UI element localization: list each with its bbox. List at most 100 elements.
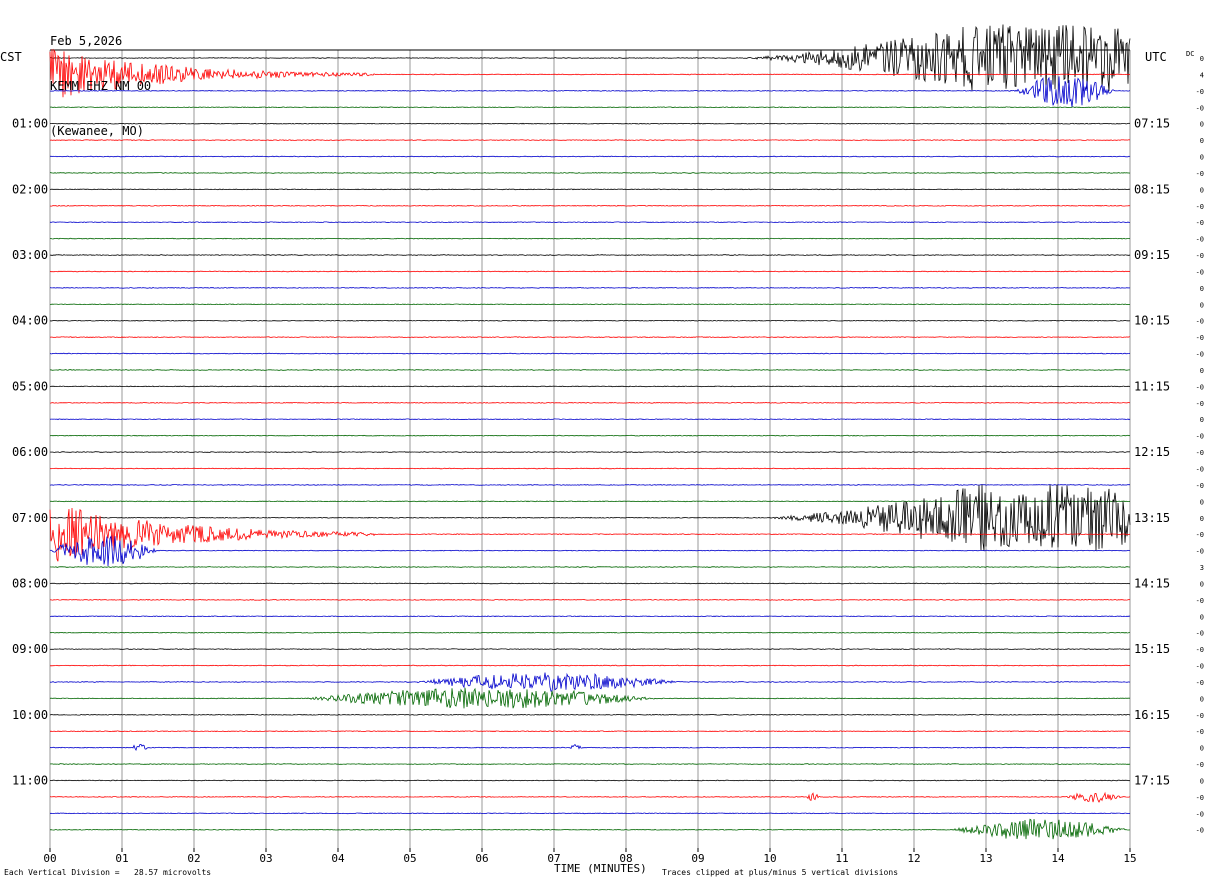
left-time-labels: 01:00 02:00 03:00 04:00 05:00 06:00 07:00 08:00… (12, 117, 48, 788)
right-hour-label: 11:15 (1134, 379, 1170, 393)
trace-row-36 (49, 648, 1131, 650)
dc-offset-value: -0 (1196, 548, 1204, 556)
header-block: Feb 5,2026 KEMM EHZ NM 00 (Kewanee, MO) (50, 4, 151, 154)
dc-offset-value: 0 (1200, 613, 1204, 621)
dc-offset-value: 0 (1200, 186, 1204, 194)
right-hour-label: 15:15 (1134, 642, 1170, 656)
seismic-traces (49, 24, 1131, 840)
right-hour-label: 12:15 (1134, 445, 1170, 459)
trace-row-12 (49, 254, 1131, 256)
x-tick-label: 11 (835, 852, 848, 865)
dc-offset-value: -0 (1196, 88, 1204, 96)
dc-offset-value: 0 (1200, 777, 1204, 785)
dc-offset-value: -0 (1196, 810, 1204, 818)
right-time-labels: 07:15 08:15 09:15 10:15 11:15 12:15 13:15 14:15… (1134, 117, 1170, 788)
left-hour-label: 09:00 (12, 642, 48, 656)
trace-row-9 (49, 204, 1131, 207)
dc-offset-value: -0 (1196, 449, 1204, 457)
right-hour-label: 09:15 (1134, 248, 1170, 262)
left-hour-label: 10:00 (12, 708, 48, 722)
dc-offset-value: 0 (1200, 695, 1204, 703)
trace-row-30 (49, 535, 1131, 567)
right-hour-label: 17:15 (1134, 773, 1170, 787)
trace-row-14 (49, 287, 1131, 289)
dc-offset-value: -0 (1196, 170, 1204, 178)
trace-row-22 (49, 418, 1131, 421)
dc-offset-value: 0 (1200, 137, 1204, 145)
trace-row-25 (50, 467, 1131, 470)
left-hour-label: 11:00 (12, 773, 48, 787)
trace-row-41 (49, 730, 1130, 733)
dc-offset-column: 0 4 -0 -0 0 0 0 -0 0 -0 -0 -0 -0 -0 0 0 -0 -0 -0 0 -0 -0 0 -0 -0… (1196, 55, 1204, 835)
dc-offset-value: -0 (1196, 383, 1204, 391)
dc-offset-value: 0 (1200, 301, 1204, 309)
trace-row-21 (49, 402, 1131, 404)
trace-row-34 (50, 615, 1131, 618)
x-tick-label: 07 (547, 852, 560, 865)
right-hour-label: 14:15 (1134, 576, 1170, 590)
header-station: KEMM EHZ NM 00 (50, 79, 152, 93)
clip-note: Traces clipped at plus/minus 5 vertical … (662, 868, 899, 877)
dc-offset-value: -0 (1196, 531, 1204, 539)
trace-row-23 (50, 434, 1131, 437)
dc-offset-value: 3 (1200, 564, 1204, 572)
dc-offset-value: -0 (1196, 318, 1204, 326)
dc-offset-value: -0 (1196, 334, 1204, 342)
x-tick-label: 05 (403, 852, 416, 865)
x-axis-label: TIME (MINUTES) (554, 862, 647, 875)
dc-offset-value: -0 (1196, 236, 1204, 244)
right-hour-label: 07:15 (1134, 117, 1170, 131)
x-tick-label: 03 (259, 852, 272, 865)
left-hour-label: 06:00 (12, 445, 48, 459)
trace-row-5 (49, 139, 1131, 141)
trace-row-31 (49, 566, 1131, 568)
trace-row-13 (49, 270, 1131, 273)
dc-offset-value: -0 (1196, 597, 1204, 605)
left-hour-label: 02:00 (12, 182, 48, 196)
dc-offset-value: -0 (1196, 203, 1204, 211)
trace-row-6 (49, 155, 1131, 158)
x-axis-ticks: 00 01 02 03 04 05 06 07 08 09 10 11 12 13 14 15 (43, 848, 1137, 865)
right-hour-label: 16:15 (1134, 708, 1170, 722)
dc-offset-value: -0 (1196, 827, 1204, 835)
x-tick-label: 06 (475, 852, 488, 865)
dc-offset-value: -0 (1196, 712, 1204, 720)
trace-row-4 (49, 122, 1131, 125)
dc-offset-value: -0 (1196, 400, 1204, 408)
dc-offset-value: 0 (1200, 154, 1204, 162)
dc-offset-value: 0 (1200, 515, 1204, 523)
dc-offset-value: 0 (1200, 580, 1204, 588)
trace-row-8 (49, 188, 1131, 191)
x-tick-label: 01 (115, 852, 128, 865)
left-hour-label: 08:00 (12, 576, 48, 590)
trace-row-39 (49, 687, 1131, 709)
trace-row-10 (49, 221, 1131, 223)
trace-row-1 (49, 48, 1131, 98)
x-tick-label: 00 (43, 852, 56, 865)
left-timezone-label: CST (0, 50, 22, 64)
x-tick-label: 04 (331, 852, 345, 865)
trace-row-19 (49, 369, 1130, 371)
dc-offset-value: 0 (1200, 285, 1204, 293)
dc-offset-value: -0 (1196, 482, 1204, 490)
dc-header: DC (1186, 50, 1195, 58)
x-tick-label: 15 (1123, 852, 1136, 865)
dc-offset-value: -0 (1196, 219, 1204, 227)
trace-row-32 (49, 582, 1130, 585)
right-hour-label: 10:15 (1134, 314, 1170, 328)
x-tick-label: 09 (691, 852, 704, 865)
trace-row-24 (49, 451, 1131, 453)
left-hour-label: 04:00 (12, 314, 48, 328)
trace-row-45 (49, 791, 1131, 803)
trace-row-15 (49, 303, 1131, 306)
trace-row-16 (49, 319, 1131, 322)
scale-note: Each Vertical Division = 28.57 microvolt… (4, 868, 212, 877)
trace-row-44 (49, 779, 1131, 782)
dc-offset-value: -0 (1196, 794, 1204, 802)
dc-offset-value: -0 (1196, 433, 1204, 441)
trace-row-26 (49, 484, 1131, 486)
left-hour-label: 01:00 (12, 117, 48, 131)
x-tick-label: 13 (979, 852, 992, 865)
left-hour-label: 03:00 (12, 248, 48, 262)
dc-offset-value: 0 (1200, 367, 1204, 375)
